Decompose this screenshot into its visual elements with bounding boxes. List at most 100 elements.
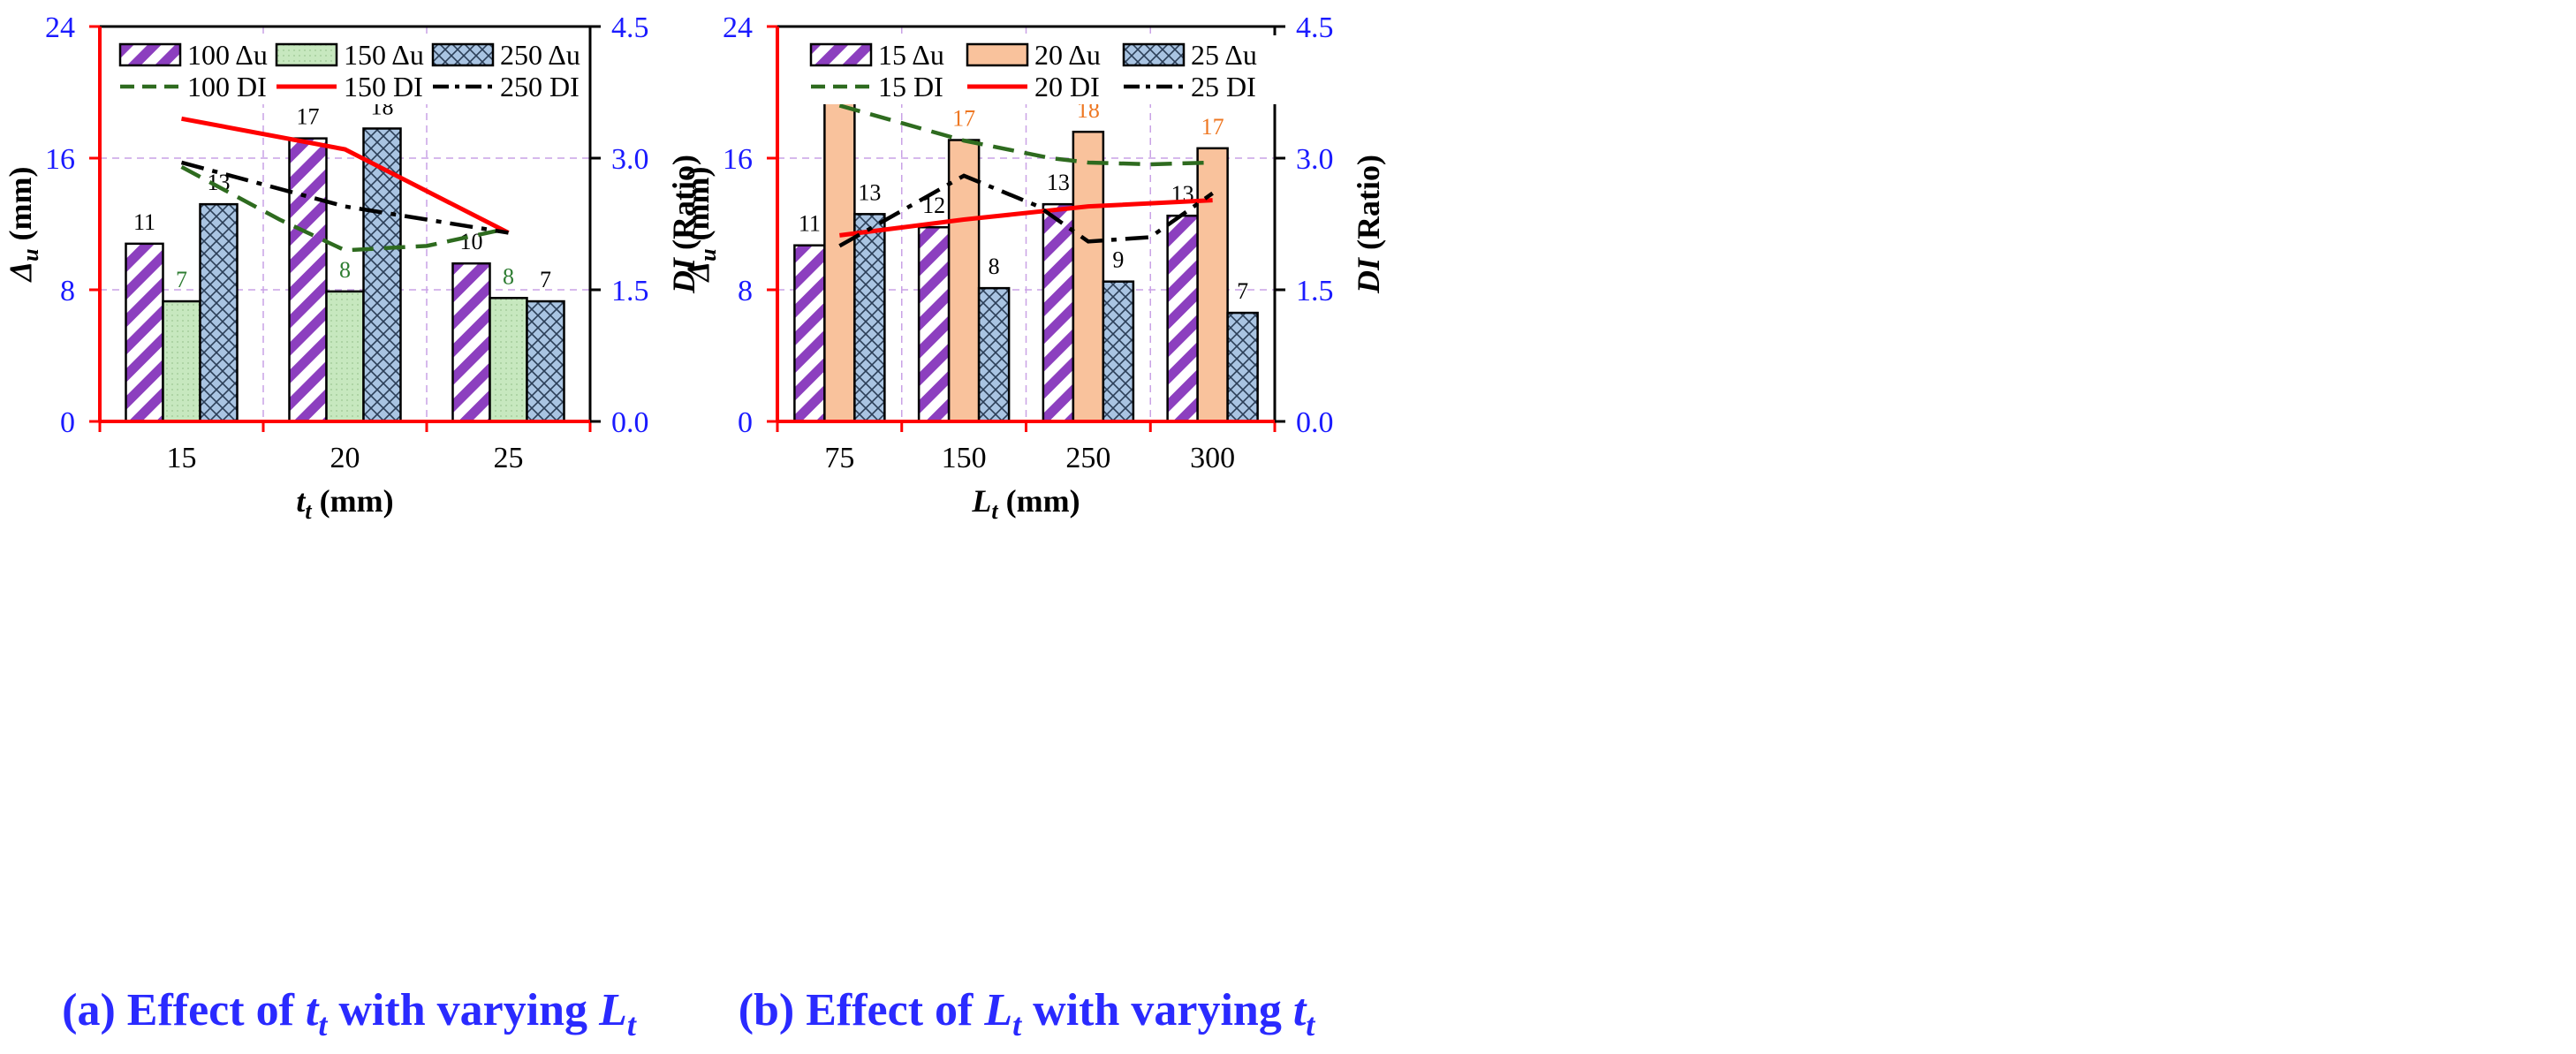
bar-250-Δu-20: [362, 127, 402, 423]
y-right-title-var: DI: [1351, 256, 1386, 294]
caption-mid: with varying: [1021, 985, 1293, 1035]
legend-label: 100 DI: [187, 71, 267, 102]
y-left-tick-label: 16: [723, 143, 753, 176]
bar-20-Δu-75: [823, 97, 856, 423]
y-right-tick-label: 4.5: [1296, 11, 1334, 44]
panel-caption: (b) Effect of Lt with varying tt: [739, 985, 1316, 1043]
bar-value-label: 13: [858, 179, 881, 205]
y-left-axis-title: Δu (mm): [680, 167, 721, 284]
x-title-sub: t: [991, 498, 998, 524]
legend-label: 150 DI: [344, 71, 423, 102]
x-tick-label: 250: [1065, 442, 1110, 474]
bar-value-label: 17: [1201, 114, 1224, 140]
bar-value-label: 11: [133, 209, 155, 235]
y-left-title-unit: (mm): [3, 167, 38, 249]
y-left-title-sub: u: [695, 248, 721, 261]
legend-label: 20 DI: [1034, 71, 1100, 102]
caption-sub2: t: [627, 1007, 637, 1043]
bar-25-Δu-250: [1102, 280, 1135, 423]
y-left-title-var: Δ: [3, 262, 38, 284]
caption-var2: L: [598, 985, 627, 1035]
y-left-tick-label: 8: [60, 275, 75, 307]
legend-label: 250 DI: [500, 71, 580, 102]
bar-value-label: 7: [1237, 278, 1248, 304]
caption-prefix: (a) Effect of: [62, 985, 306, 1035]
x-tick-label: 15: [167, 442, 197, 474]
caption-var2: t: [1293, 985, 1307, 1035]
y-left-tick-label: 8: [738, 275, 753, 307]
y-left-tick-label: 0: [738, 406, 753, 439]
bar-20-Δu-250: [1072, 130, 1105, 423]
bar-150-Δu-20: [325, 290, 365, 423]
x-title-unit: (mm): [312, 483, 394, 519]
legend-label: 25 Δu: [1191, 39, 1257, 71]
line-250-DI: [180, 160, 509, 235]
bar-15-Δu-250: [1042, 202, 1075, 423]
y-left-title-var: Δ: [680, 262, 716, 284]
legend-label: 15 DI: [878, 71, 943, 102]
legend-swatch: [966, 42, 1029, 67]
caption-var1: t: [306, 985, 320, 1035]
line-150-DI: [181, 116, 510, 235]
y-left-tick-label: 24: [45, 11, 75, 44]
bar-value-label: 13: [1047, 170, 1070, 195]
line-15-DI: [838, 103, 1213, 167]
y-left-tick-label: 0: [60, 406, 75, 439]
caption-sub1: t: [1012, 1007, 1022, 1043]
y-right-title-unit: (Ratio): [666, 155, 701, 258]
y-right-axis-title: DI (Ratio): [666, 155, 701, 294]
x-title-unit: (mm): [998, 483, 1080, 519]
legend-label: 100 Δu: [187, 39, 268, 71]
bar-25-Δu-150: [977, 286, 1011, 423]
legend-label: 15 Δu: [878, 39, 944, 71]
x-tick-label: 150: [942, 442, 987, 474]
y-right-axis-title: DI (Ratio): [1351, 155, 1386, 294]
x-axis-title: tt (mm): [296, 483, 393, 524]
caption-sub1: t: [318, 1007, 328, 1043]
bar-value-label: 8: [339, 257, 351, 283]
bar-value-label: 17: [952, 106, 975, 132]
y-left-title-sub: u: [18, 248, 43, 261]
caption-prefix: (b) Effect of: [739, 985, 985, 1035]
y-right-tick-label: 4.5: [611, 11, 649, 44]
y-left-axis-title: Δu (mm): [3, 167, 43, 284]
x-tick-label: 25: [494, 442, 524, 474]
bar-20-Δu-150: [947, 139, 981, 423]
y-right-tick-label: 0.0: [611, 406, 649, 439]
legend-swatch: [809, 42, 873, 67]
legend-swatch: [1122, 42, 1186, 67]
y-right-tick-label: 3.0: [1296, 143, 1334, 176]
legend-swatch: [118, 42, 182, 67]
bar-25-Δu-75: [853, 213, 886, 423]
line-20-DI: [839, 198, 1213, 238]
x-tick-label: 75: [824, 442, 854, 474]
y-left-tick-label: 24: [723, 11, 753, 44]
y-left-tick-label: 16: [45, 143, 75, 176]
y-right-title-var: DI: [666, 256, 701, 294]
bar-15-Δu-300: [1166, 214, 1199, 423]
bar-150-Δu-25: [489, 297, 528, 423]
caption-sub2: t: [1306, 1007, 1315, 1043]
bar-100-Δu-15: [125, 242, 164, 423]
panel-caption: (a) Effect of tt with varying Lt: [62, 985, 637, 1043]
legend-label: 25 DI: [1191, 71, 1256, 102]
legend-label: 150 Δu: [344, 39, 424, 71]
y-right-title-unit: (Ratio): [1351, 155, 1386, 258]
bar-value-label: 9: [1112, 247, 1124, 273]
x-tick-label: 300: [1190, 442, 1235, 474]
bar-value-label: 7: [540, 267, 551, 292]
legend-swatch: [275, 42, 338, 67]
bar-100-Δu-25: [451, 262, 491, 423]
x-axis-title: Lt (mm): [971, 483, 1080, 524]
bar-value-label: 17: [297, 104, 320, 130]
bar-25-Δu-300: [1226, 311, 1259, 423]
panel-b: 111213132017181713897751502503000816240.…: [680, 11, 1386, 1043]
bar-value-label: 7: [176, 267, 187, 292]
legend-background: [111, 35, 588, 104]
y-right-tick-label: 1.5: [611, 275, 649, 307]
bar-150-Δu-15: [162, 300, 201, 423]
x-title-sub: t: [305, 498, 312, 524]
y-left-title-unit: (mm): [680, 167, 716, 249]
